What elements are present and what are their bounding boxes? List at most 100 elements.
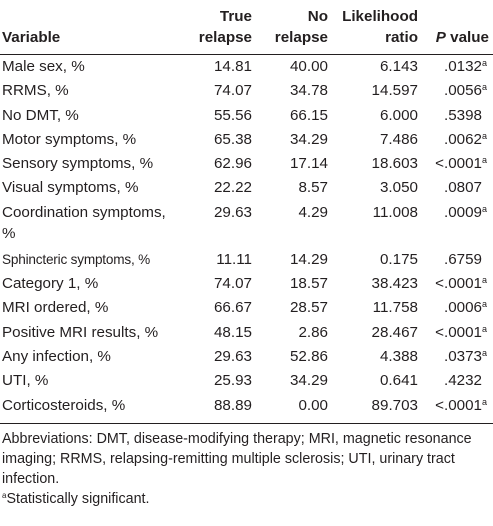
p-value-text: .4232 [443, 372, 482, 390]
header-p-value: P value [435, 29, 489, 46]
row-significance-marker: a [482, 323, 488, 334]
cell-likelihood-ratio: 3.050 [379, 179, 418, 197]
cell-likelihood-ratio: 11.008 [372, 203, 418, 221]
row-significance-marker: a [482, 155, 488, 166]
cell-no-relapse: 34.78 [289, 82, 328, 100]
header-likelihood-ratio: Likelihood ratio [328, 6, 418, 55]
table-body: Male sex, % 14.81 40.00 6.143.0132a RRMS, % 7… [0, 55, 493, 424]
cell-no-relapse: 34.29 [289, 372, 328, 390]
significance-marker-slot: a [482, 55, 489, 78]
cell-true-relapse: 14.81 [213, 58, 252, 75]
cell-p-value: <.0001a [418, 321, 493, 345]
cell-likelihood-ratio: 6.143 [379, 58, 418, 75]
cell-variable: Motor symptoms, % [2, 130, 137, 148]
cell-true-relapse: 29.63 [213, 203, 252, 221]
cell-p-value: .5398 [418, 104, 493, 128]
row-significance-marker: a [482, 396, 488, 407]
cell-no-relapse: 0.00 [298, 396, 328, 414]
cell-true-relapse: 11.11 [216, 250, 252, 268]
cell-variable: Sensory symptoms, % [2, 155, 154, 173]
cell-likelihood-ratio: 6.000 [379, 106, 418, 124]
cell-true-relapse: 22.22 [213, 179, 252, 197]
row-significance-marker: a [482, 82, 488, 93]
significance-marker-slot: a [482, 128, 489, 151]
cell-p-value: .0006a [418, 296, 493, 320]
cell-p-value: <.0001a [418, 152, 493, 176]
p-value-text: .0006 [443, 299, 482, 317]
cell-p-value: .0132a [418, 55, 493, 80]
p-value-text: .0062 [443, 130, 482, 148]
cell-variable: Visual symptoms, % [2, 179, 139, 197]
row-significance-marker: a [482, 347, 488, 358]
table-row: Coordination symptoms, % 29.63 4.29 11.008.… [0, 201, 493, 248]
row-significance-marker: a [482, 58, 488, 68]
cell-true-relapse: 25.93 [213, 372, 252, 390]
header-no-relapse: No relapse [252, 6, 328, 55]
cell-likelihood-ratio: 0.175 [379, 250, 418, 268]
table-row: MRI ordered, % 66.67 28.57 11.758.0006a [0, 296, 493, 320]
table-row: No DMT, % 55.56 66.15 6.000 .5398 [0, 104, 493, 128]
p-value-text: .0807 [443, 179, 482, 197]
cell-variable: Corticosteroids, % [2, 396, 126, 414]
cell-variable: RRMS, % [2, 82, 69, 100]
significance-marker-slot: a [482, 321, 489, 344]
p-value-text: .6759 [443, 250, 482, 268]
header-no-relapse-line2: relapse [274, 29, 328, 46]
cell-true-relapse: 29.63 [213, 347, 252, 365]
row-significance-marker: a [482, 130, 488, 141]
cell-variable: Coordination symptoms, % [2, 203, 166, 242]
cell-p-value: <.0001a [418, 272, 493, 296]
cell-true-relapse: 65.38 [213, 130, 252, 148]
p-value-text: <.0001 [435, 275, 482, 293]
cell-no-relapse: 34.29 [289, 130, 328, 148]
cell-likelihood-ratio: 18.603 [371, 155, 418, 173]
cell-p-value: .4232 [418, 369, 493, 393]
table-row: Sensory symptoms, % 62.96 17.14 18.603 <.000… [0, 152, 493, 176]
cell-true-relapse: 62.96 [213, 155, 252, 173]
cell-variable: UTI, % [2, 372, 49, 390]
p-value-text: .0056 [443, 82, 482, 100]
cell-no-relapse: 28.57 [289, 299, 328, 317]
table-row: UTI, % 25.93 34.29 0.641 .4232 [0, 369, 493, 393]
table-row: Motor symptoms, % 65.38 34.29 7.486.0062a [0, 128, 493, 152]
significance-marker-slot: a [482, 296, 489, 319]
cell-p-value: .0009a [418, 201, 493, 248]
cell-true-relapse: 48.15 [213, 323, 252, 341]
row-significance-marker: a [482, 203, 488, 214]
significance-text: Statistically significant. [6, 491, 150, 507]
cell-no-relapse: 40.00 [289, 58, 328, 75]
table-row: Category 1, % 74.07 18.57 38.423 <.0001a [0, 272, 493, 296]
cell-p-value: .0062a [418, 128, 493, 152]
significance-marker: a [2, 491, 7, 500]
significance-marker-slot: a [482, 272, 489, 295]
cell-no-relapse: 2.86 [298, 323, 328, 341]
cell-no-relapse: 14.29 [289, 250, 328, 268]
header-p-value-label: P [435, 29, 446, 46]
cell-variable: Positive MRI results, % [2, 323, 159, 341]
cell-true-relapse: 74.07 [213, 82, 252, 100]
p-value-text: .0009 [443, 203, 482, 221]
cell-likelihood-ratio: 0.641 [379, 372, 418, 390]
header-true-relapse-line1: True [219, 8, 252, 25]
header-variable: Variable [2, 29, 61, 46]
table-footnotes: Abbreviations: DMT, disease-modifying th… [2, 429, 482, 509]
significance-note: aStatistically significant. [2, 489, 482, 509]
significance-marker-slot: a [482, 201, 489, 224]
cell-p-value: .6759 [418, 248, 493, 272]
cell-true-relapse: 55.56 [213, 106, 252, 124]
cell-p-value: <.0001a [418, 394, 493, 424]
p-value-text: .0132 [443, 58, 482, 75]
p-value-text: <.0001 [435, 323, 482, 341]
cell-p-value: .0056a [418, 79, 493, 103]
significance-marker-slot: a [482, 394, 489, 417]
cell-variable: MRI ordered, % [2, 299, 109, 317]
table-row: Visual symptoms, % 22.22 8.57 3.050 .0807 [0, 176, 493, 200]
cell-variable: Sphincteric symptoms, % [2, 251, 150, 267]
cell-no-relapse: 17.14 [289, 155, 328, 173]
cell-variable: Any infection, % [2, 347, 111, 365]
p-value-text: <.0001 [435, 155, 482, 173]
cell-likelihood-ratio: 28.467 [371, 323, 418, 341]
header-likelihood-ratio-line1: Likelihood [342, 8, 418, 25]
header-no-relapse-line1: No [307, 8, 328, 25]
